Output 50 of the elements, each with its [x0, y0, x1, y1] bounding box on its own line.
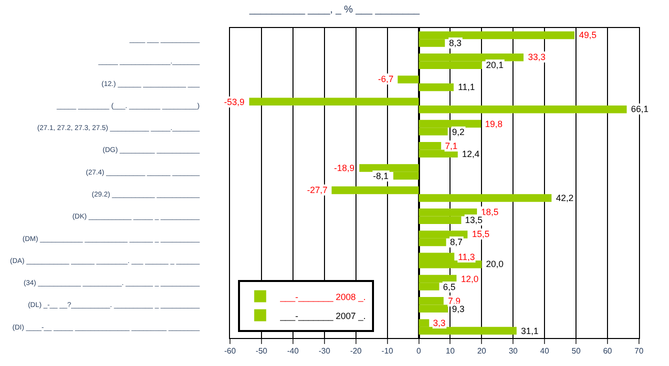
x-tick-label: 60	[603, 346, 613, 356]
legend-label: ___-_______ 2007 _.	[279, 310, 366, 321]
data-label: 8,7	[450, 237, 463, 247]
chart-title: __________ ____, _ % ___ ________	[248, 4, 420, 16]
data-label: 49,5	[579, 30, 597, 40]
x-tick-label: 10	[446, 346, 456, 356]
data-label: -6,7	[378, 74, 394, 84]
data-label: 6,5	[443, 282, 456, 292]
bar	[418, 194, 552, 202]
data-label: 3,3	[433, 318, 446, 328]
data-label: 12,4	[462, 149, 480, 159]
data-label: 9,3	[452, 304, 465, 314]
data-label: 66,1	[631, 104, 649, 114]
data-label: -18,9	[334, 163, 355, 173]
x-tick-label: 40	[540, 346, 550, 356]
data-label: 20,0	[486, 259, 504, 269]
bar	[249, 98, 419, 106]
x-tick-label: -50	[256, 346, 268, 356]
x-tick-label: 70	[634, 346, 644, 356]
legend-label: ___-_______ 2008 _.	[279, 292, 366, 302]
x-tick-label: 30	[508, 346, 518, 356]
data-label: -27,7	[307, 185, 328, 195]
bar	[418, 83, 454, 92]
bar	[418, 106, 627, 114]
data-label: 11,1	[458, 82, 475, 92]
data-label: 42,2	[556, 193, 574, 203]
x-tick-label: -40	[287, 346, 300, 356]
data-label: 12,0	[461, 274, 479, 284]
x-tick-label: 20	[477, 346, 487, 356]
bar	[332, 186, 419, 194]
x-tick-label: 50	[572, 346, 582, 356]
data-label: 13,5	[465, 215, 483, 225]
bar	[398, 76, 419, 84]
data-label: 18,5	[481, 207, 499, 217]
x-tick-label: -60	[224, 346, 236, 356]
x-tick-label: 0	[416, 346, 422, 356]
data-label: 8,3	[449, 38, 462, 48]
x-tick-label: -20	[350, 346, 362, 356]
data-label: 7,1	[445, 141, 458, 151]
data-label: 15,5	[472, 229, 490, 239]
data-label: 20,1	[486, 60, 504, 70]
data-label: -53,9	[224, 97, 245, 107]
data-label: -8,1	[373, 171, 389, 181]
data-label: 33,3	[528, 52, 546, 62]
data-label: 19,8	[485, 119, 503, 129]
data-label: 9,2	[452, 127, 465, 137]
x-tick-label: -10	[382, 346, 394, 356]
x-tick-label: -30	[318, 346, 331, 356]
data-label: 11,3	[458, 252, 475, 262]
data-label: 31,1	[521, 326, 539, 336]
